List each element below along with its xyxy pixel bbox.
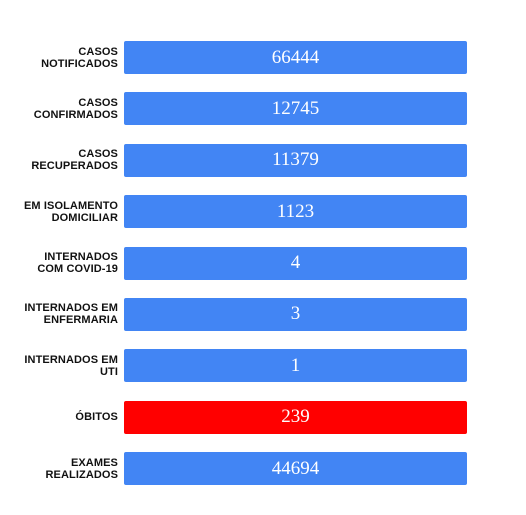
stat-label-line: CASOS [78, 96, 118, 109]
stat-label: ÓBITOS [0, 401, 118, 434]
stat-label: CASOS RECUPERADOS [0, 144, 118, 177]
stat-label: CASOS NOTIFICADOS [0, 41, 118, 74]
stat-value-bar: 3 [124, 297, 467, 331]
stat-label-line: UTI [99, 365, 118, 378]
stat-label-line: INTERNADOS [44, 251, 118, 264]
stat-value-bar: 11379 [124, 143, 467, 177]
stat-label-line: CONFIRMADOS [33, 108, 118, 121]
stat-row-obitos: ÓBITOS 239 [0, 400, 526, 434]
stat-label: INTERNADOS EM UTI [0, 349, 118, 382]
stat-label-line: ENFERMARIA [43, 314, 118, 327]
stat-row-recuperados: CASOS RECUPERADOS 11379 [0, 143, 526, 177]
stat-label-line: NOTIFICADOS [41, 57, 118, 70]
stat-value-bar: 66444 [124, 41, 467, 74]
stat-row-internados-covid: INTERNADOS COM COVID-19 4 [0, 246, 526, 280]
stat-value-bar: 1123 [124, 195, 467, 229]
stat-value-bar: 1 [124, 349, 467, 383]
stat-label: EXAMES REALIZADOS [0, 452, 118, 485]
stat-row-notificados: CASOS NOTIFICADOS 66444 [0, 41, 526, 74]
stat-label-line: ÓBITOS [75, 411, 118, 424]
stat-label-line: DOMICILIAR [51, 211, 118, 224]
stat-label-line: CASOS [78, 148, 118, 161]
stat-value-bar: 4 [124, 246, 467, 280]
stat-row-confirmados: CASOS CONFIRMADOS 12745 [0, 92, 526, 126]
stat-label-line: INTERNADOS EM [24, 302, 118, 315]
stat-label: CASOS CONFIRMADOS [0, 92, 118, 125]
stat-label-line: CASOS [78, 45, 118, 58]
stat-row-enfermaria: INTERNADOS EM ENFERMARIA 3 [0, 297, 526, 331]
stat-label-line: RECUPERADOS [31, 160, 118, 173]
stat-value-bar: 12745 [124, 92, 467, 126]
stat-label-line: EM ISOLAMENTO [24, 199, 118, 212]
stat-row-isolamento: EM ISOLAMENTO DOMICILIAR 1123 [0, 195, 526, 229]
stat-label-line: INTERNADOS EM [24, 353, 118, 366]
stat-row-uti: INTERNADOS EM UTI 1 [0, 349, 526, 383]
stat-label: EM ISOLAMENTO DOMICILIAR [0, 195, 118, 228]
covid-stats-panel: CASOS NOTIFICADOS 66444 CASOS CONFIRMADO… [0, 41, 526, 504]
stat-value-bar: 44694 [124, 452, 467, 486]
stat-label-line: REALIZADOS [45, 468, 118, 481]
stat-label-line: EXAMES [70, 456, 118, 469]
stat-value-bar: 239 [124, 400, 467, 434]
stat-row-exames: EXAMES REALIZADOS 44694 [0, 452, 526, 486]
stat-label: INTERNADOS COM COVID-19 [0, 247, 118, 280]
stat-label-line: COM COVID-19 [37, 263, 118, 276]
stat-label: INTERNADOS EM ENFERMARIA [0, 298, 118, 331]
